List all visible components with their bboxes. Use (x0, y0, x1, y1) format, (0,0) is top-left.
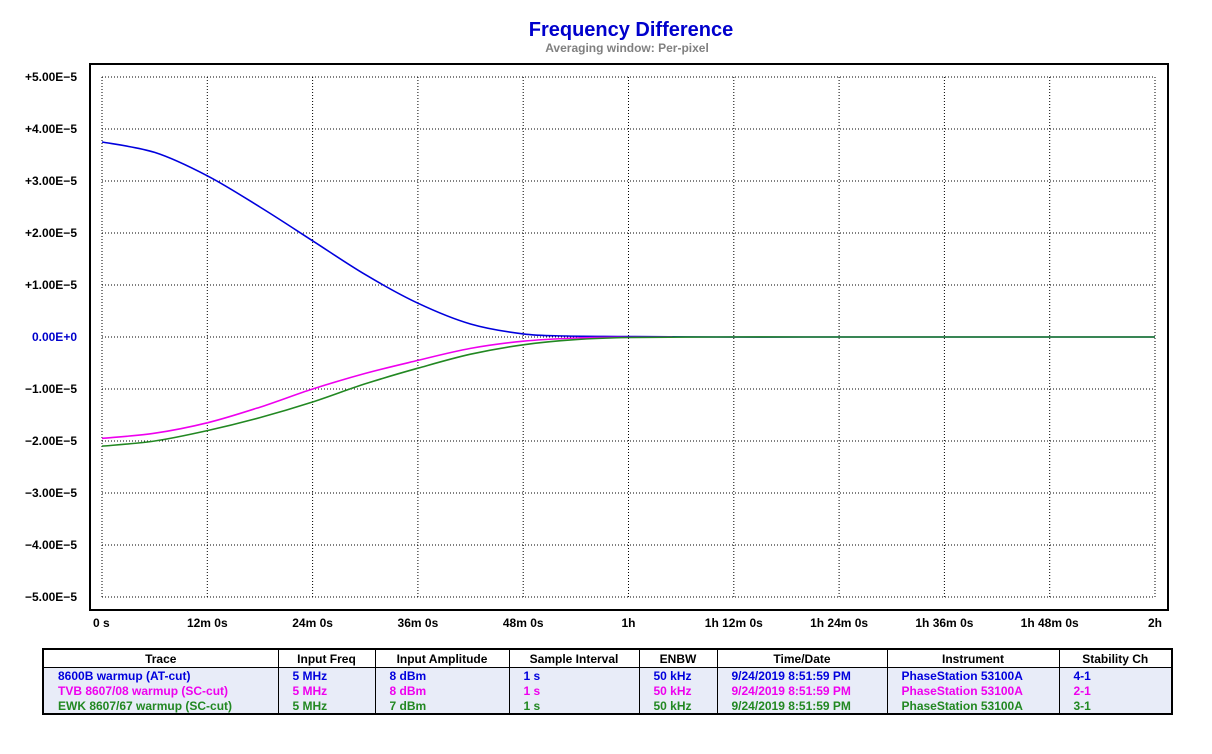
legend-cell: 50 kHz (638, 667, 717, 683)
x-tick-label: 1h 24m 0s (810, 616, 868, 630)
legend-header-cell: Time/Date (716, 649, 887, 668)
legend-cell: 7 dBm (374, 698, 509, 714)
y-tick-label: 0.00E+0 (32, 330, 77, 344)
series-line-2 (101, 336, 673, 440)
legend-cell: 50 kHz (638, 698, 717, 714)
y-tick-label: +4.00E−5 (25, 122, 77, 136)
legend-row: TVB 8607/08 warmup (SC-cut) 5 MHz 8 dBm 1 s… (43, 683, 1172, 698)
legend-cell: TVB 8607/08 warmup (SC-cut) (58, 683, 229, 698)
x-tick-label: 12m 0s (187, 616, 228, 630)
y-axis-ticks: +5.00E−5 +4.00E−5 +3.00E−5 +2.00E−5 +1.00E−5… (25, 70, 77, 604)
legend-cell: EWK 8607/67 warmup (SC-cut) (58, 698, 233, 713)
series-line-3 (101, 336, 1155, 447)
x-tick-label: 1h 36m 0s (915, 616, 973, 630)
legend-cell: 4-1 (1058, 667, 1172, 683)
x-tick-label: 1h 12m 0s (705, 616, 763, 630)
legend-cell: 50 kHz (638, 683, 717, 698)
legend-cell: 1 s (508, 698, 639, 714)
y-tick-label: −5.00E−5 (25, 590, 77, 604)
y-tick-label: −2.00E−5 (25, 434, 77, 448)
legend-header-row: Trace Input Freq Input Amplitude Sample Int… (43, 649, 1172, 668)
legend-cell: PhaseStation 53100A (886, 667, 1059, 683)
legend-cell: 3-1 (1058, 698, 1172, 714)
x-tick-label: 2h (1148, 616, 1162, 630)
x-tick-label: 48m 0s (503, 616, 544, 630)
legend-header-cell: Trace (43, 649, 278, 668)
x-tick-label: 36m 0s (398, 616, 439, 630)
legend-cell: 1 s (508, 683, 639, 698)
legend-cell: 8 dBm (374, 683, 509, 698)
chart-title: Frequency Difference (529, 19, 734, 41)
legend-cell: 5 MHz (277, 698, 375, 714)
x-tick-label: 0 s (93, 616, 110, 630)
legend-cell: 2-1 (1058, 683, 1172, 698)
y-tick-label: +1.00E−5 (25, 278, 77, 292)
y-tick-label: −3.00E−5 (25, 486, 77, 500)
legend-row: EWK 8607/67 warmup (SC-cut) 5 MHz 7 dBm 1 s… (43, 698, 1172, 714)
legend-cell: 8 dBm (374, 667, 509, 683)
legend-cell: 5 MHz (277, 667, 375, 683)
y-tick-label: +3.00E−5 (25, 174, 77, 188)
legend-cell: 5 MHz (277, 683, 375, 698)
x-axis-ticks: 0 s 12m 0s 24m 0s 36m 0s 48m 0s 1h 1h 12m 0s 1h… (93, 616, 1162, 630)
chart-subtitle: Averaging window: Per-pixel (545, 41, 709, 55)
legend-header-cell: Input Amplitude (374, 649, 509, 668)
legend-header-cell: Instrument (886, 649, 1059, 668)
trace-legend-table: Trace Input Freq Input Amplitude Sample Int… (42, 648, 1173, 715)
legend-cell: PhaseStation 53100A (886, 698, 1059, 714)
legend-cell: 9/24/2019 8:51:59 PM (716, 667, 887, 683)
y-tick-label: −4.00E−5 (25, 538, 77, 552)
y-tick-label: +2.00E−5 (25, 226, 77, 240)
legend-cell: 1 s (508, 667, 639, 683)
x-tick-label: 1h 48m 0s (1021, 616, 1079, 630)
legend-cell: PhaseStation 53100A (886, 683, 1059, 698)
legend-header-cell: Sample Interval (508, 649, 639, 668)
legend-row: 8600B warmup (AT-cut) 5 MHz 8 dBm 1 s 50 kHz… (43, 667, 1172, 683)
series-lines (101, 141, 1155, 447)
y-tick-label: +5.00E−5 (25, 70, 77, 84)
legend-cell: 9/24/2019 8:51:59 PM (716, 698, 887, 714)
legend-header-cell: Stability Ch (1058, 649, 1172, 668)
legend-header-cell: ENBW (638, 649, 717, 668)
legend-header-cell: Input Freq (277, 649, 375, 668)
legend-cell: 9/24/2019 8:51:59 PM (716, 683, 887, 698)
frequency-difference-chart: Frequency Difference Averaging window: P… (25, 19, 1169, 630)
x-tick-label: 1h (621, 616, 635, 630)
x-tick-label: 24m 0s (292, 616, 333, 630)
y-tick-label: −1.00E−5 (25, 382, 77, 396)
legend-cell: 8600B warmup (AT-cut) (58, 668, 191, 683)
